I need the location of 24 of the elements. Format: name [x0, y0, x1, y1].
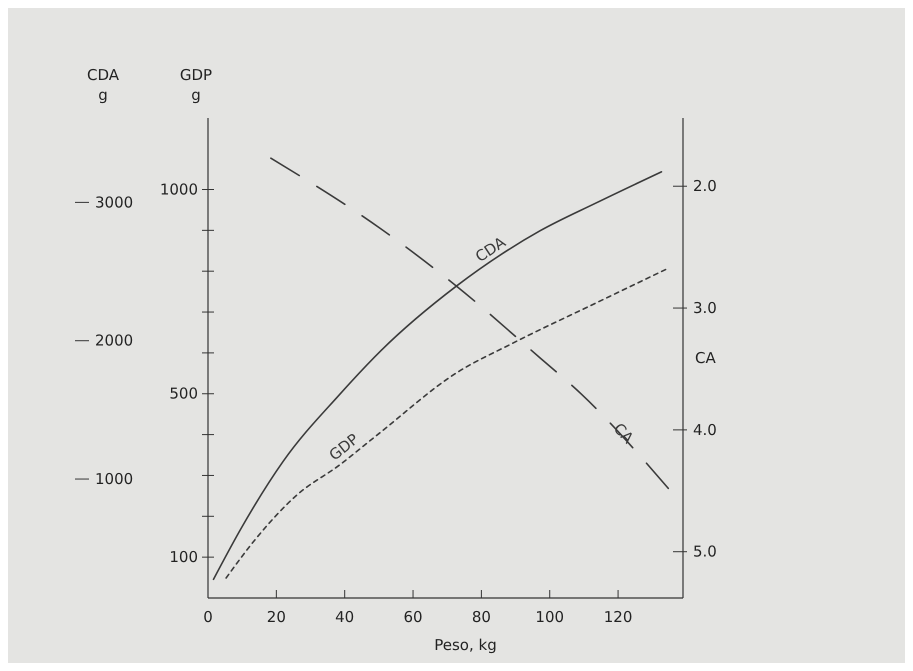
x-tick-label: 20: [266, 608, 286, 626]
y2-tick-label: 3.0: [693, 299, 717, 318]
x-tick-label: 100: [535, 608, 564, 626]
x-axis-title: Peso, kg: [434, 636, 497, 654]
y3-tick-label: 1000: [95, 470, 134, 488]
x-tick-label: 60: [403, 608, 423, 626]
y-tick-label: 500: [169, 384, 198, 403]
x-tick-label: 80: [472, 608, 491, 626]
y2-tick-label: 4.0: [693, 420, 717, 439]
text: CDA: [472, 232, 510, 266]
x-tick-label: 0: [203, 608, 213, 626]
y-axis-title: GDP g: [180, 66, 212, 104]
text: GDP: [326, 430, 362, 464]
y-tick-label: 100: [169, 548, 198, 566]
y-tick-label: 1000: [160, 180, 198, 198]
x-tick-label: 120: [604, 608, 632, 626]
y2-tick-label: 2.0: [693, 177, 717, 196]
y2-tick-label: 5.0: [693, 542, 717, 561]
y3-tick-label: 3000: [95, 193, 134, 212]
x-tick-label: 40: [335, 608, 354, 626]
y3-axis-title: CDA g: [86, 66, 120, 104]
y3-tick-label: 2000: [95, 332, 134, 350]
y2-axis-title: CA: [695, 349, 716, 367]
line-series: [225, 268, 666, 579]
